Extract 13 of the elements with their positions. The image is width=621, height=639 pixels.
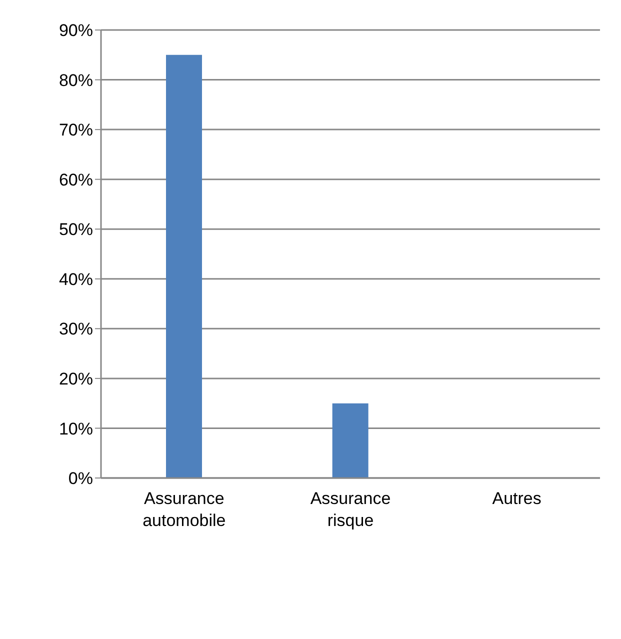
x-tick-label: Assurance risque	[310, 489, 391, 530]
y-tick-label: 0%	[68, 469, 93, 488]
y-tick-label: 80%	[58, 70, 93, 90]
y-tick-label: 20%	[58, 369, 93, 388]
x-tick-label: Assurance automobile	[142, 489, 226, 530]
y-tick-label: 50%	[58, 220, 93, 240]
y-tick-label: 60%	[58, 170, 93, 190]
y-tick-label: 70%	[58, 120, 93, 140]
y-tick-label: 10%	[58, 419, 93, 438]
x-tick-label: Autres	[492, 489, 542, 508]
y-tick-label: 30%	[58, 320, 93, 339]
y-tick-label: 90%	[58, 21, 93, 40]
y-tick-label: 40%	[58, 270, 93, 289]
